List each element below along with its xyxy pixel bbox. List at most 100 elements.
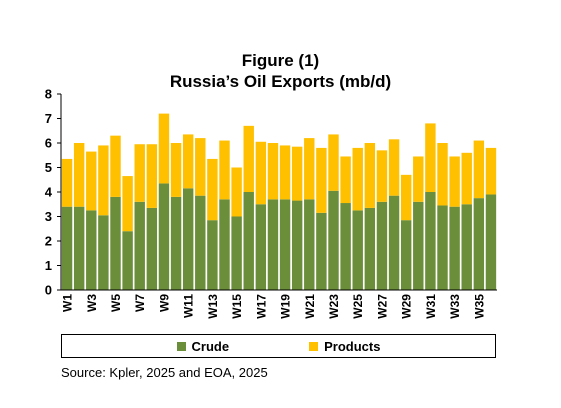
bar-products-w26 <box>364 143 376 208</box>
x-tick-label-w27: W27 <box>375 294 389 319</box>
bar-crude-w32 <box>437 205 448 290</box>
legend-label-products: Products <box>324 338 381 354</box>
bar-crude-w27 <box>376 201 388 290</box>
bar-crude-w21 <box>304 199 315 290</box>
bar-crude-w4 <box>98 215 109 290</box>
bar-products-w24 <box>340 156 351 204</box>
bar-products-w28 <box>388 139 400 196</box>
bar-crude-w24 <box>340 203 351 290</box>
bar-crude-w22 <box>316 212 327 290</box>
bar-products-w15 <box>231 167 242 217</box>
x-tick-label-w25: W25 <box>351 294 365 319</box>
bar-products-w2 <box>73 143 85 207</box>
bar-products-w13 <box>207 158 218 221</box>
x-tick-label-w9: W9 <box>157 294 171 312</box>
bar-products-w5 <box>110 135 121 197</box>
bar-crude-w12 <box>195 195 206 290</box>
bar-products-w8 <box>146 144 158 208</box>
bar-crude-w1 <box>61 206 73 290</box>
x-tick-label-w21: W21 <box>303 294 317 319</box>
legend-item-crude: Crude <box>176 338 230 354</box>
bar-crude-w19 <box>279 199 291 290</box>
bar-crude-w5 <box>110 196 121 290</box>
bar-products-w14 <box>219 140 230 200</box>
x-tick-label-w29: W29 <box>400 294 414 319</box>
x-tick-label-w1: W1 <box>61 294 75 312</box>
bar-crude-w33 <box>449 206 460 290</box>
bar-products-w18 <box>267 143 279 200</box>
y-tick-label-7: 7 <box>45 111 52 126</box>
bar-products-w33 <box>449 156 460 207</box>
bar-crude-w18 <box>267 199 279 290</box>
y-tick-label-5: 5 <box>45 160 52 175</box>
bar-crude-w29 <box>400 220 412 290</box>
bar-crude-w34 <box>461 204 472 290</box>
y-tick-label-1: 1 <box>45 258 52 273</box>
bar-products-w19 <box>279 145 291 200</box>
bar-products-w3 <box>86 151 97 211</box>
source-note: Source: Kpler, 2025 and EOA, 2025 <box>61 365 268 380</box>
bar-products-w1 <box>61 158 73 207</box>
bar-crude-w9 <box>158 183 170 290</box>
bar-products-w12 <box>195 138 206 196</box>
legend: Crude Products <box>61 334 496 358</box>
bar-products-w34 <box>461 152 472 205</box>
x-tick-label-w35: W35 <box>472 294 486 319</box>
x-tick-label-w31: W31 <box>424 294 438 319</box>
bar-crude-w2 <box>73 206 85 290</box>
x-tick-label-w23: W23 <box>327 294 341 319</box>
crude-swatch <box>176 341 186 351</box>
bar-crude-w31 <box>425 192 436 290</box>
x-tick-label-w3: W3 <box>85 294 99 312</box>
y-tick-label-6: 6 <box>45 136 52 151</box>
x-tick-label-w7: W7 <box>133 294 147 312</box>
x-tick-label-w11: W11 <box>182 294 196 318</box>
y-tick-label-4: 4 <box>45 185 53 200</box>
bar-crude-w6 <box>122 231 133 290</box>
bar-crude-w3 <box>86 210 97 291</box>
x-tick-label-w15: W15 <box>230 294 244 319</box>
bar-products-w9 <box>158 113 170 184</box>
bar-crude-w8 <box>146 207 158 290</box>
bar-products-w4 <box>98 145 109 216</box>
x-tick-label-w5: W5 <box>109 294 123 312</box>
bar-crude-w14 <box>219 199 230 290</box>
x-tick-label-w33: W33 <box>448 294 462 319</box>
legend-item-products: Products <box>309 339 380 354</box>
bar-products-w17 <box>255 141 267 205</box>
bar-products-w23 <box>328 134 339 191</box>
bar-products-w31 <box>425 123 436 192</box>
bar-products-w22 <box>316 147 327 213</box>
bar-products-w32 <box>437 143 448 206</box>
bar-products-w6 <box>122 176 133 232</box>
x-tick-label-w17: W17 <box>254 294 268 319</box>
bar-products-w7 <box>134 144 145 202</box>
bar-products-w30 <box>413 156 424 202</box>
y-tick-label-8: 8 <box>45 87 52 102</box>
bar-crude-w15 <box>231 216 242 290</box>
bar-crude-w35 <box>473 198 485 291</box>
bar-crude-w17 <box>255 204 267 290</box>
bar-crude-w30 <box>413 201 424 290</box>
bar-products-w25 <box>352 147 363 211</box>
bar-products-w35 <box>473 140 485 199</box>
figure-number: Figure (1) <box>241 51 320 70</box>
bar-products-w20 <box>291 146 303 201</box>
bar-crude-w25 <box>352 210 363 291</box>
bar-products-w16 <box>243 125 254 192</box>
y-tick-label-2: 2 <box>45 234 52 249</box>
bar-crude-w11 <box>182 188 194 290</box>
bar-crude-w36 <box>485 194 497 290</box>
bar-crude-w7 <box>134 201 145 290</box>
y-tick-label-3: 3 <box>45 209 52 224</box>
chart-title: Figure (1) Russia’s Oil Exports (mb/d) <box>0 50 561 92</box>
legend-label-crude: Crude <box>191 338 230 354</box>
bar-crude-w28 <box>388 195 400 290</box>
bar-products-w10 <box>170 143 182 197</box>
x-tick-label-w13: W13 <box>206 294 220 319</box>
bar-crude-w26 <box>364 207 376 290</box>
bar-crude-w16 <box>243 192 254 290</box>
bar-crude-w20 <box>291 200 303 290</box>
plot-area: 0 1 2 3 4 5 6 7 8 W1 W3 W5 W7 W9 W11 W13 W15 W17 W19 W21 W23… <box>45 87 497 319</box>
